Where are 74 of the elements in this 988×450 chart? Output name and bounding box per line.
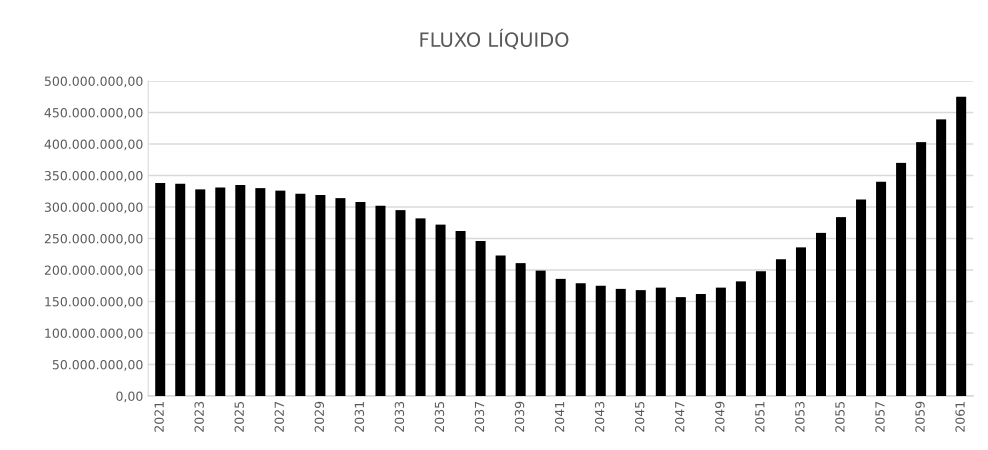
bar — [496, 256, 506, 396]
bar — [556, 278, 566, 396]
bar — [536, 270, 546, 396]
x-tick-label: 2035 — [434, 402, 444, 432]
x-tick-label: 2053 — [795, 402, 805, 432]
y-tick-label: 250.000.000,00 — [44, 234, 143, 245]
bar — [175, 184, 186, 396]
bar — [315, 195, 326, 396]
chart-title: FLUXO LÍQUIDO — [420, 28, 568, 50]
bar — [235, 184, 246, 396]
bar — [896, 162, 906, 396]
bar — [476, 241, 486, 396]
x-tick-label: 2059 — [915, 402, 925, 432]
bar — [836, 217, 846, 396]
x-tick-label: 2055 — [835, 402, 845, 432]
bar — [335, 198, 346, 396]
y-tick-label: 100.000.000,00 — [45, 328, 143, 340]
x-tick-label: 2051 — [755, 402, 765, 432]
y-tick-label: 200.000.000,00 — [44, 265, 143, 276]
x-tick-label: 2031 — [354, 402, 364, 432]
y-tick-label: 400.000.000,00 — [44, 139, 143, 150]
bar — [255, 188, 266, 396]
y-tick-label: 300.000.000,00 — [44, 202, 143, 214]
x-tick-label: 2033 — [394, 402, 404, 432]
bar — [916, 142, 926, 396]
x-tick-label: 2061 — [955, 402, 965, 432]
x-tick-label: 2037 — [474, 402, 484, 432]
y-tick-label: 0,00 — [116, 391, 143, 402]
bar — [195, 189, 206, 396]
y-tick-label: 450.000.000,00 — [44, 108, 143, 119]
y-tick-label: 350.000.000,00 — [44, 170, 143, 182]
bar — [936, 119, 946, 396]
bar — [516, 263, 526, 396]
x-tick-label: 2021 — [154, 402, 164, 432]
bar — [576, 283, 586, 396]
bar — [756, 271, 766, 396]
bar — [155, 183, 166, 396]
bar — [375, 206, 386, 396]
x-tick-label: 2025 — [234, 402, 244, 432]
bar — [796, 247, 806, 396]
bar — [596, 286, 606, 396]
bar — [876, 182, 886, 396]
bar — [456, 230, 466, 396]
x-tick-label: 2043 — [594, 402, 604, 432]
bar — [616, 288, 626, 396]
bar — [716, 288, 726, 396]
bar — [416, 218, 426, 396]
x-tick-label: 2047 — [675, 402, 684, 432]
bar — [816, 232, 826, 396]
x-tick-label: 2039 — [514, 402, 524, 432]
bar — [736, 281, 746, 396]
bar — [215, 187, 226, 396]
x-tick-label: 2057 — [875, 402, 885, 432]
bar — [956, 96, 966, 396]
x-tick-label: 2023 — [194, 402, 204, 432]
bar — [295, 194, 306, 396]
x-tick-label: 2049 — [715, 402, 725, 432]
bar — [856, 199, 866, 396]
bar — [275, 190, 286, 396]
bar — [696, 294, 706, 396]
bar — [436, 224, 446, 396]
bar — [676, 297, 686, 396]
bar — [395, 210, 406, 396]
y-tick-label: 50.000.000,00 — [52, 360, 143, 371]
x-tick-label: 2041 — [554, 402, 564, 432]
bar — [355, 202, 366, 396]
x-tick-label: 2045 — [634, 402, 644, 432]
y-tick-label: 500.000.000,00 — [44, 76, 143, 88]
bar — [636, 290, 646, 396]
bar — [656, 288, 666, 396]
y-tick-label: 150.000.000,00 — [45, 296, 143, 308]
bar — [776, 259, 786, 396]
x-tick-label: 2027 — [274, 402, 284, 432]
x-tick-label: 2029 — [314, 402, 324, 432]
